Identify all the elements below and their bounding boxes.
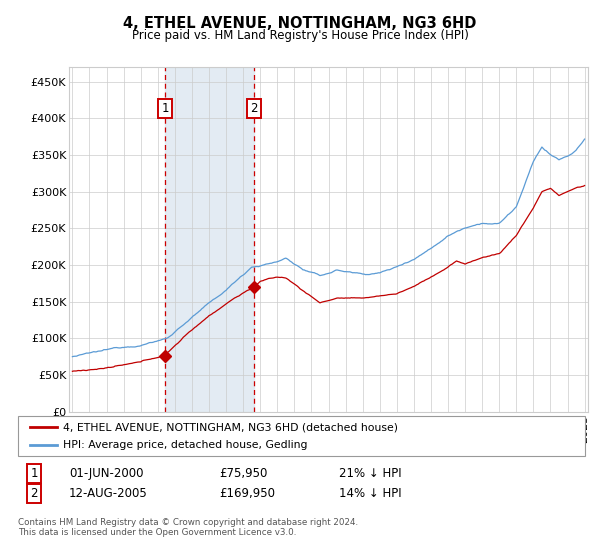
Text: 1: 1 — [31, 466, 38, 480]
Text: Price paid vs. HM Land Registry's House Price Index (HPI): Price paid vs. HM Land Registry's House … — [131, 29, 469, 42]
Text: £169,950: £169,950 — [219, 487, 275, 501]
Bar — [165, 67, 254, 412]
Text: HPI: Average price, detached house, Gedling: HPI: Average price, detached house, Gedl… — [63, 440, 308, 450]
Text: £75,950: £75,950 — [219, 466, 268, 480]
Text: 4, ETHEL AVENUE, NOTTINGHAM, NG3 6HD: 4, ETHEL AVENUE, NOTTINGHAM, NG3 6HD — [124, 16, 476, 31]
Text: 4, ETHEL AVENUE, NOTTINGHAM, NG3 6HD (detached house): 4, ETHEL AVENUE, NOTTINGHAM, NG3 6HD (de… — [63, 422, 398, 432]
Text: 21% ↓ HPI: 21% ↓ HPI — [339, 466, 401, 480]
Text: 12-AUG-2005: 12-AUG-2005 — [69, 487, 148, 501]
Text: 2: 2 — [31, 487, 38, 501]
Text: Contains HM Land Registry data © Crown copyright and database right 2024.
This d: Contains HM Land Registry data © Crown c… — [18, 518, 358, 538]
Text: 1: 1 — [161, 102, 169, 115]
Text: 14% ↓ HPI: 14% ↓ HPI — [339, 487, 401, 501]
Text: 2: 2 — [250, 102, 257, 115]
Text: 01-JUN-2000: 01-JUN-2000 — [69, 466, 143, 480]
